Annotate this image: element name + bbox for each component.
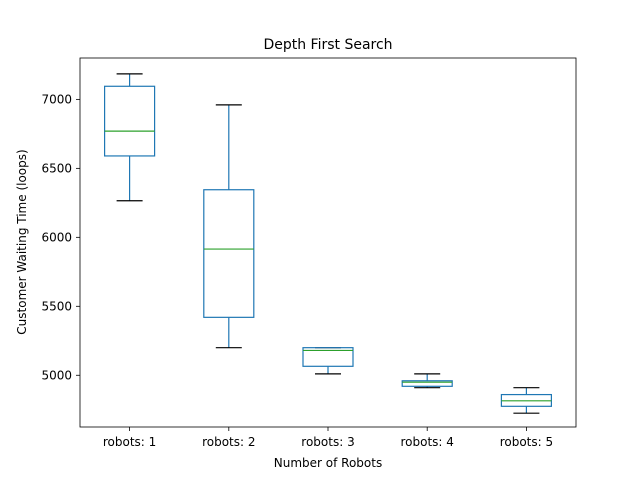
- y-tick-label: 6500: [41, 161, 72, 175]
- y-axis: 5000 5500 6000 6500 7000: [41, 92, 80, 382]
- x-tick-label: robots: 5: [500, 435, 553, 449]
- y-tick-label: 5500: [41, 299, 72, 313]
- box-group: [401, 373, 453, 389]
- y-tick-label: 6000: [41, 230, 72, 244]
- x-axis: robots: 1 robots: 2 robots: 3 robots: 4 robo…: [103, 427, 553, 449]
- x-tick-label: robots: 3: [301, 435, 354, 449]
- box-group: [103, 73, 156, 202]
- box-group: [500, 387, 552, 414]
- x-tick-label: robots: 4: [400, 435, 453, 449]
- iqr-box: [103, 85, 156, 157]
- box-group: [302, 347, 354, 375]
- y-axis-label: Customer Waiting Time (loops): [15, 149, 29, 334]
- chart-title: Depth First Search: [263, 37, 392, 53]
- x-axis-label: Number of Robots: [274, 456, 382, 470]
- x-tick-label: robots: 2: [202, 435, 255, 449]
- iqr-box: [302, 347, 354, 367]
- iqr-box: [401, 380, 453, 387]
- y-tick-label: 5000: [41, 368, 72, 382]
- box-group: [203, 104, 255, 349]
- y-tick-label: 7000: [41, 92, 72, 106]
- iqr-box: [203, 189, 255, 318]
- chart-marks: [103, 73, 552, 414]
- x-tick-label: robots: 1: [103, 435, 156, 449]
